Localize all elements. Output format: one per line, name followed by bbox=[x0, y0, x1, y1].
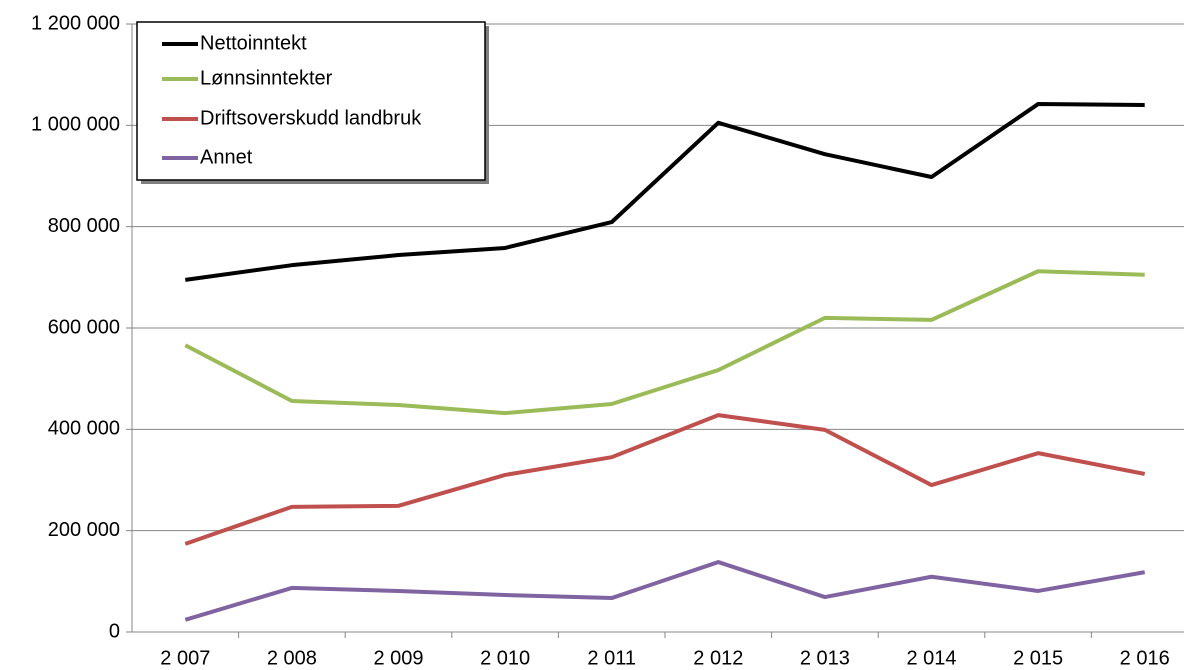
legend-box bbox=[136, 21, 486, 181]
y-tick-label: 400 000 bbox=[48, 418, 120, 440]
y-tick-label: 800 000 bbox=[48, 215, 120, 237]
x-tick-label: 2 010 bbox=[480, 647, 530, 669]
legend-label: Nettoinntekt bbox=[200, 32, 307, 54]
x-tick-label: 2 009 bbox=[373, 647, 423, 669]
lines bbox=[184, 102, 1146, 622]
series-line bbox=[184, 560, 1146, 622]
x-tick-label: 2 007 bbox=[160, 647, 210, 669]
legend-label: Driftsoverskudd landbruk bbox=[200, 107, 422, 129]
x-tick-label: 2 012 bbox=[693, 647, 743, 669]
legend-label: Annet bbox=[200, 146, 253, 168]
x-tick-label: 2 013 bbox=[800, 647, 850, 669]
legend-label: Lønnsinntekter bbox=[200, 67, 333, 89]
y-tick-label: 1 000 000 bbox=[31, 114, 120, 136]
x-tick-label: 2 008 bbox=[267, 647, 317, 669]
y-tick-label: 600 000 bbox=[48, 316, 120, 338]
x-tick-label: 2 015 bbox=[1013, 647, 1063, 669]
y-tick-label: 200 000 bbox=[48, 519, 120, 541]
grid: 0 200 000 400 000 600 000 800 000 1 000 000 1 … bbox=[31, 12, 1184, 669]
y-tick-label: 1 200 000 bbox=[31, 12, 120, 34]
x-tick-label: 2 016 bbox=[1120, 647, 1170, 669]
series-line bbox=[184, 269, 1145, 416]
x-tick-label: 2 014 bbox=[906, 647, 956, 669]
y-tick-label: 0 bbox=[109, 620, 120, 642]
legend: Nettoinntekt Lønnsinntekter Driftsoverskud… bbox=[136, 21, 489, 184]
series-line bbox=[184, 413, 1146, 546]
x-tick-label: 2 011 bbox=[587, 647, 636, 669]
series-line bbox=[185, 102, 1145, 282]
